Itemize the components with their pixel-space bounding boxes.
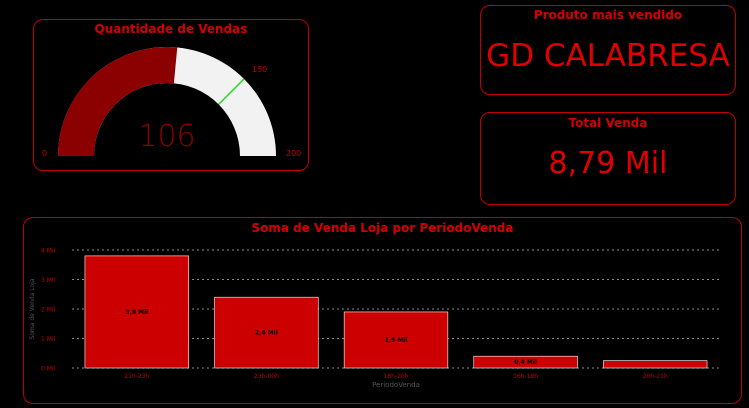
gauge-max-label: 200 <box>286 149 301 158</box>
y-tick-label: 3 Mil <box>41 277 56 284</box>
x-tick-label: 20h-21h <box>643 373 668 380</box>
bar <box>473 355 578 369</box>
chart-title: Soma de Venda Loja por PeriodoVenda <box>251 221 514 235</box>
gauge-min-label: 0 <box>42 149 47 158</box>
bar-data-label: 0,4 Mil <box>514 359 537 366</box>
bar-chart-svg: 0 Mil 1 Mil 2 Mil 3 Mil 4 Mil 3,8 Mil 21h-23h 2… <box>29 248 720 389</box>
gauge-title: Quantidade de Vendas <box>94 22 248 36</box>
gauge-value: 106 <box>138 119 195 154</box>
y-tick-label: 4 Mil <box>41 248 56 255</box>
gauge-fill <box>58 47 178 156</box>
y-tick-label: 1 Mil <box>41 336 56 343</box>
quantity-gauge-card: Quantidade de Vendas 106 0 200 150 <box>33 19 309 171</box>
sales-by-period-chart-card: Soma de Venda Loja por PeriodoVenda 0 Mi… <box>23 217 742 404</box>
x-tick-label: 16h-18h <box>513 373 538 380</box>
y-tick-label: 2 Mil <box>41 307 56 314</box>
gauge-svg: 106 0 200 150 <box>42 47 301 158</box>
bar-data-label: 1,9 Mil <box>385 337 408 344</box>
y-axis-title: Soma de Venda Loja <box>29 278 36 339</box>
gauge-target-marker <box>218 78 245 105</box>
bar <box>343 311 449 369</box>
top-product-value: GD CALABRESA <box>486 38 730 74</box>
x-tick-label: 21h-23h <box>124 373 149 380</box>
top-product-card: Produto mais vendido GD CALABRESA <box>480 5 736 95</box>
bar-data-label: 2,4 Mil <box>255 330 278 337</box>
bar <box>603 360 708 369</box>
x-tick-label: 18h-20h <box>383 373 408 380</box>
top-product-title: Produto mais vendido <box>533 8 683 22</box>
total-sales-value: 8,79 Mil <box>548 146 668 181</box>
bar <box>214 296 319 369</box>
y-tick-label: 0 Mil <box>41 366 56 373</box>
x-axis-title: PeriodoVenda <box>372 381 420 389</box>
gauge-target-label: 150 <box>252 65 267 74</box>
x-tick-label: 23h-00h <box>254 373 279 380</box>
bar <box>84 255 189 369</box>
bar-data-label: 3,8 Mil <box>125 309 148 316</box>
total-sales-card: Total Venda 8,79 Mil <box>480 112 736 205</box>
total-sales-title: Total Venda <box>568 116 648 130</box>
